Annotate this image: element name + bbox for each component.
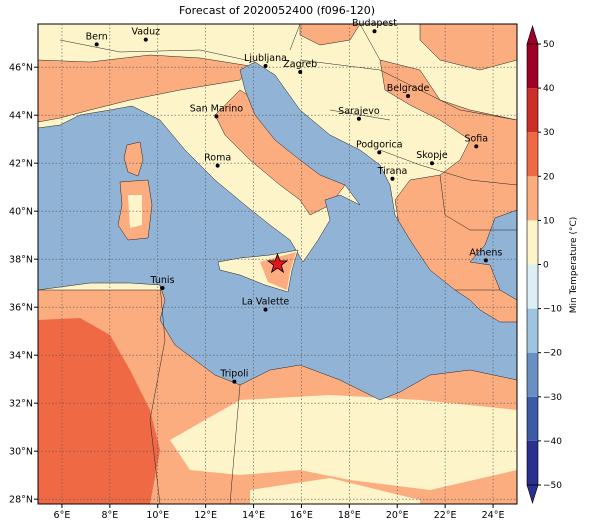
colorbar-band xyxy=(527,220,538,265)
colorbar-tick-label: 50 xyxy=(543,40,555,50)
colorbar-tick-label: −40 xyxy=(543,437,562,447)
colorbar-extend-top xyxy=(526,24,539,45)
city-point xyxy=(483,258,488,263)
x-tick-label: 10°E xyxy=(146,510,169,521)
city-point xyxy=(372,29,377,34)
city-point xyxy=(214,114,219,119)
city-point xyxy=(263,307,268,312)
colorbar-tick-label: 0 xyxy=(543,261,549,271)
colorbar-band xyxy=(527,264,538,309)
colorbar-band xyxy=(527,176,538,221)
city-label: Sofia xyxy=(464,133,488,144)
x-tick-label: 20°E xyxy=(386,510,409,521)
city-label: La Valette xyxy=(242,297,290,308)
colorbar-tick-label: −20 xyxy=(543,349,562,359)
city-point xyxy=(429,161,434,166)
city-label: Sarajevo xyxy=(338,106,380,117)
city-label: Athens xyxy=(469,247,502,258)
y-tick-label: 40°N xyxy=(9,207,33,218)
x-tick-label: 12°E xyxy=(194,510,217,521)
colorbar-band xyxy=(527,44,538,89)
city-point xyxy=(232,379,237,384)
x-tick-label: 8°E xyxy=(101,510,118,521)
city-point xyxy=(406,94,411,98)
city-label: Bern xyxy=(86,31,108,42)
city-label: San Marino xyxy=(190,103,243,114)
x-tick-label: 6°E xyxy=(54,510,71,521)
city-point xyxy=(390,176,395,181)
colorbar-band xyxy=(527,132,538,177)
city-point xyxy=(356,116,361,121)
colorbar-tick-label: 30 xyxy=(543,128,555,138)
colorbar-band xyxy=(527,352,538,397)
x-tick-label: 22°E xyxy=(434,510,457,521)
colorbar-tick-label: 10 xyxy=(543,216,555,226)
city-label: Zagreb xyxy=(283,59,317,70)
y-tick-label: 32°N xyxy=(9,399,33,410)
y-tick-label: 28°N xyxy=(9,495,33,506)
city-label: Podgorica xyxy=(356,139,403,150)
city-label: Tunis xyxy=(150,275,175,286)
city-label: Belgrade xyxy=(387,83,430,94)
city-label: Skopje xyxy=(416,150,448,161)
colorbar-tick-label: 20 xyxy=(543,172,555,182)
city-point xyxy=(474,144,479,149)
x-tick-label: 24°E xyxy=(482,510,505,521)
map-title: Forecast of 2020052400 (f096-120) xyxy=(179,4,375,17)
y-tick-label: 36°N xyxy=(9,303,33,314)
y-tick-label: 34°N xyxy=(9,351,33,362)
colorbar-tick-label: −30 xyxy=(543,393,562,403)
colorbar-band xyxy=(527,396,538,441)
star-marker xyxy=(266,252,289,274)
x-tick-label: 14°E xyxy=(242,510,265,521)
city-point xyxy=(298,70,303,74)
y-tick-label: 38°N xyxy=(9,255,33,266)
map-overlay: 6°E 8°E 10°E 12°E 14°E 16°E 18°E 20°E 22°E 24°E 28… xyxy=(9,18,517,521)
city-point xyxy=(377,150,382,155)
colorbar-tick-label: −50 xyxy=(543,481,562,491)
city-point xyxy=(143,37,148,42)
x-tick-label: 18°E xyxy=(338,510,361,521)
colorbar-band xyxy=(527,440,538,485)
colorbar: −50 −40 −30 −20 −10 0 10 20 30 40 50 xyxy=(526,24,562,505)
colorbar-label: Min Temperature (°C) xyxy=(569,217,579,314)
city-label: Tirana xyxy=(377,166,408,177)
colorbar-tick-label: 40 xyxy=(543,84,555,94)
y-tick-label: 44°N xyxy=(9,111,33,122)
y-tick-label: 46°N xyxy=(9,63,33,74)
colorbar-band xyxy=(527,88,538,133)
colorbar-tick-label: −10 xyxy=(543,305,562,315)
y-tick-label: 30°N xyxy=(9,447,33,458)
colorbar-extend-bottom xyxy=(526,484,539,505)
city-label: Budapest xyxy=(352,18,397,29)
city-point xyxy=(263,64,268,68)
map-frame xyxy=(37,23,518,505)
x-tick-label: 16°E xyxy=(290,510,313,521)
y-tick-label: 42°N xyxy=(9,159,33,170)
city-label: Roma xyxy=(204,153,231,164)
city-label: Ljubljana xyxy=(244,53,287,64)
city-label: Tripoli xyxy=(219,369,248,380)
city-point xyxy=(160,286,165,290)
colorbar-band xyxy=(527,308,538,353)
city-point xyxy=(215,163,220,168)
city-label: Vaduz xyxy=(131,27,160,38)
city-point xyxy=(94,42,99,47)
